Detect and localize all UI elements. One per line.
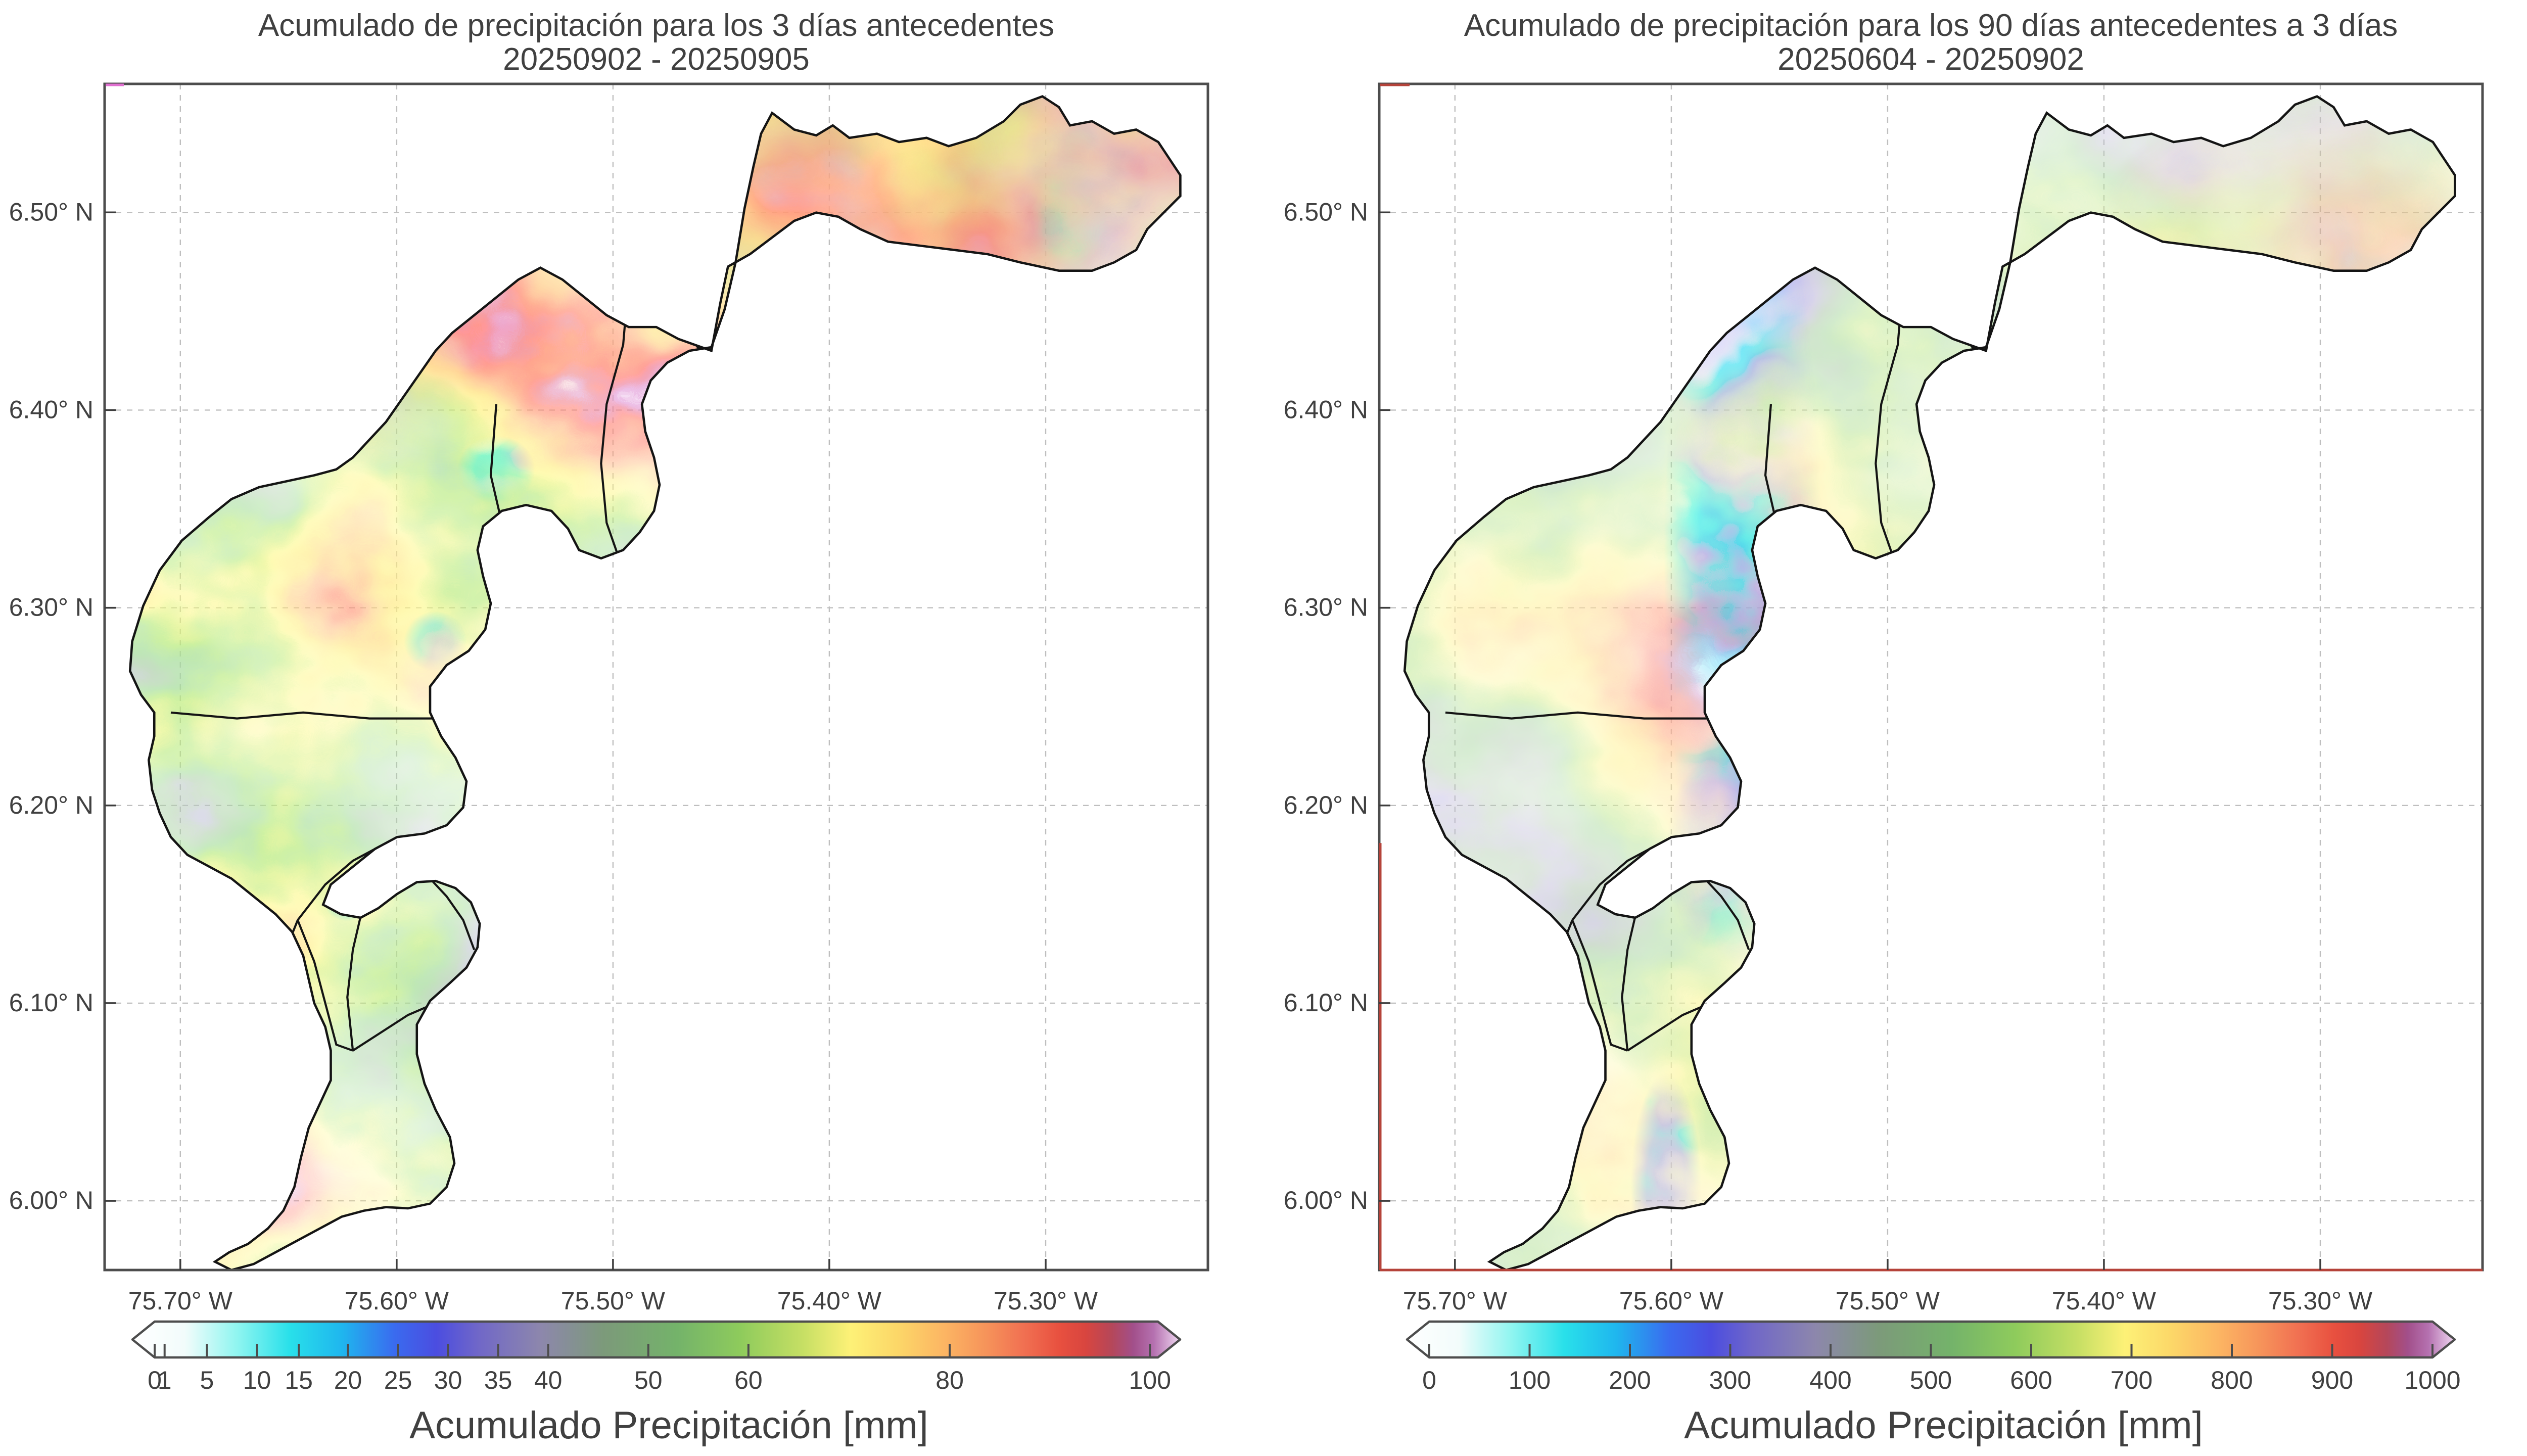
svg-text:20250604 - 20250902: 20250604 - 20250902	[1777, 42, 2084, 77]
svg-text:75.50° W: 75.50° W	[1836, 1287, 1940, 1315]
svg-text:6.50° N: 6.50° N	[1284, 198, 1368, 226]
svg-text:6.00° N: 6.00° N	[9, 1186, 93, 1214]
svg-text:Acumulado Precipitación [mm]: Acumulado Precipitación [mm]	[1684, 1404, 2203, 1447]
svg-text:75.70° W: 75.70° W	[1403, 1287, 1508, 1315]
svg-text:500: 500	[1910, 1366, 1952, 1394]
svg-text:75.70° W: 75.70° W	[128, 1287, 233, 1315]
svg-text:Acumulado de precipitación par: Acumulado de precipitación para los 90 d…	[1464, 8, 2398, 43]
svg-text:900: 900	[2311, 1366, 2353, 1394]
svg-text:300: 300	[1709, 1366, 1751, 1394]
svg-text:20250902 - 20250905: 20250902 - 20250905	[503, 42, 810, 77]
svg-text:1000: 1000	[2404, 1366, 2460, 1394]
svg-text:6.00° N: 6.00° N	[1284, 1186, 1368, 1214]
svg-text:25: 25	[384, 1366, 412, 1394]
svg-text:40: 40	[534, 1366, 563, 1394]
svg-text:6.40° N: 6.40° N	[1284, 395, 1368, 424]
svg-text:35: 35	[484, 1366, 512, 1394]
svg-text:6.20° N: 6.20° N	[9, 791, 93, 819]
svg-text:700: 700	[2111, 1366, 2152, 1394]
svg-text:15: 15	[285, 1366, 313, 1394]
svg-text:100: 100	[1509, 1366, 1551, 1394]
svg-text:10: 10	[243, 1366, 271, 1394]
svg-text:60: 60	[734, 1366, 763, 1394]
svg-text:50: 50	[634, 1366, 663, 1394]
svg-text:6.20° N: 6.20° N	[1284, 791, 1368, 819]
svg-text:80: 80	[935, 1366, 964, 1394]
svg-text:6.50° N: 6.50° N	[9, 198, 93, 226]
svg-text:6.30° N: 6.30° N	[9, 593, 93, 622]
svg-text:6.40° N: 6.40° N	[9, 395, 93, 424]
svg-text:0: 0	[1422, 1366, 1436, 1394]
svg-text:75.60° W: 75.60° W	[1619, 1287, 1724, 1315]
svg-text:75.40° W: 75.40° W	[2052, 1287, 2157, 1315]
svg-text:75.50° W: 75.50° W	[561, 1287, 666, 1315]
svg-text:20: 20	[334, 1366, 362, 1394]
svg-text:200: 200	[1609, 1366, 1651, 1394]
svg-text:400: 400	[1809, 1366, 1851, 1394]
svg-text:75.30° W: 75.30° W	[2268, 1287, 2373, 1315]
svg-text:6.10° N: 6.10° N	[1284, 989, 1368, 1017]
svg-text:6.10° N: 6.10° N	[9, 989, 93, 1017]
svg-text:6.30° N: 6.30° N	[1284, 593, 1368, 622]
svg-text:100: 100	[1129, 1366, 1171, 1394]
svg-text:30: 30	[434, 1366, 462, 1394]
svg-text:600: 600	[2010, 1366, 2052, 1394]
svg-text:800: 800	[2211, 1366, 2253, 1394]
svg-text:5: 5	[200, 1366, 214, 1394]
svg-text:75.40° W: 75.40° W	[777, 1287, 882, 1315]
svg-text:75.60° W: 75.60° W	[345, 1287, 449, 1315]
svg-text:1: 1	[158, 1366, 172, 1394]
svg-text:Acumulado de precipitación par: Acumulado de precipitación para los 3 dí…	[258, 8, 1054, 43]
svg-text:75.30° W: 75.30° W	[994, 1287, 1098, 1315]
svg-text:Acumulado Precipitación [mm]: Acumulado Precipitación [mm]	[409, 1404, 928, 1447]
